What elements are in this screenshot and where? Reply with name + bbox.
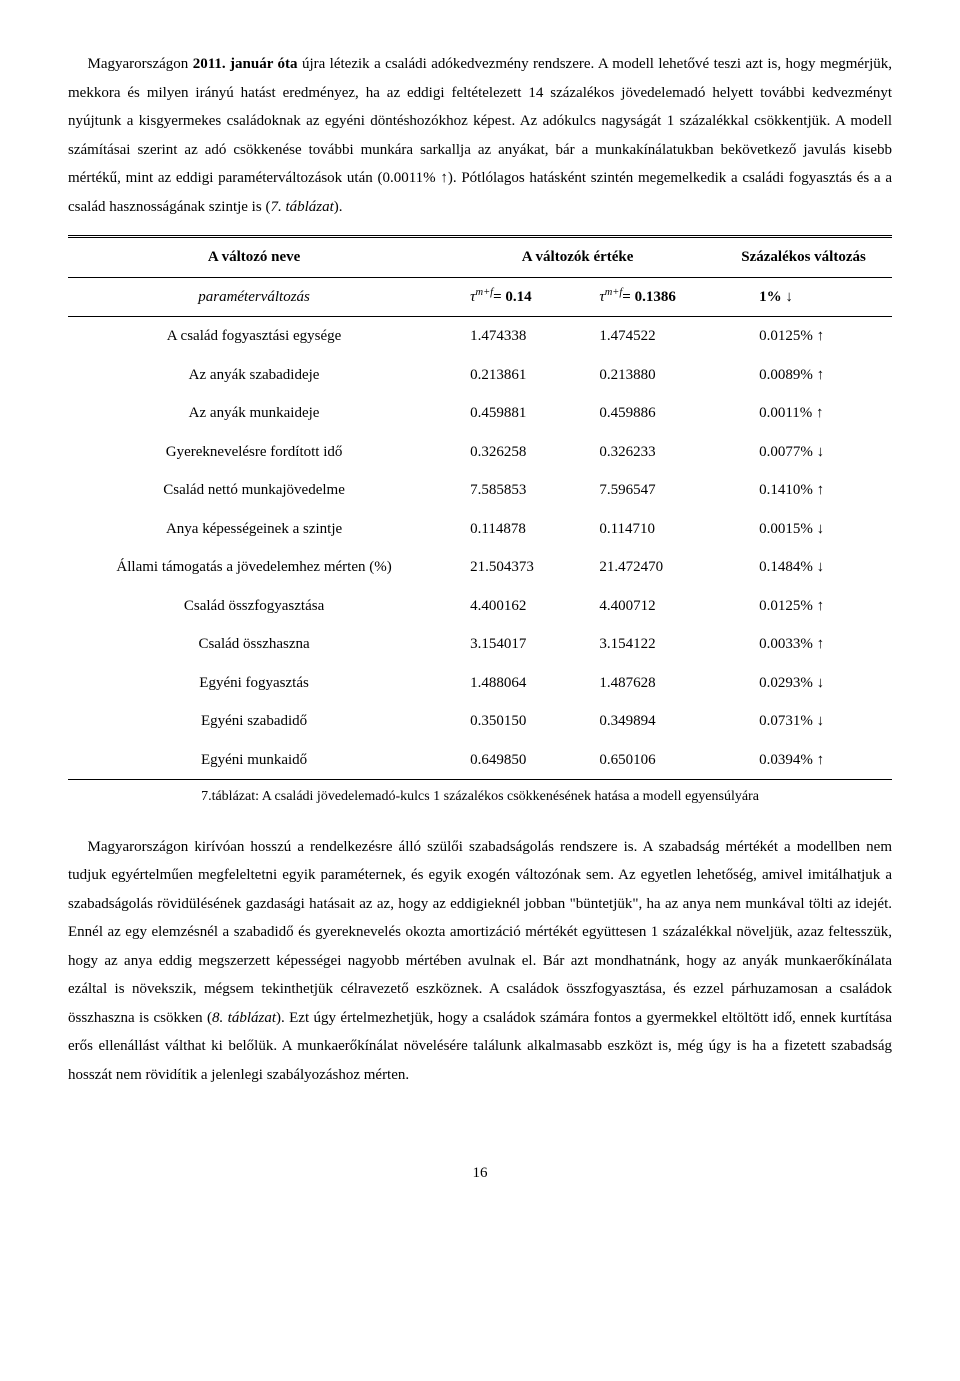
- table-row: Egyéni szabadidő0.3501500.3498940.0731% …: [68, 702, 892, 741]
- row-pct: 0.0089% ↑: [715, 356, 892, 395]
- header-pct: Százalékos változás: [715, 237, 892, 278]
- paragraph-1: Magyarországon 2011. január óta újra lét…: [68, 50, 892, 221]
- tau-sup-b: m+f: [605, 287, 623, 298]
- row-name: A család fogyasztási egysége: [68, 317, 440, 356]
- row-pct: 0.0731% ↓: [715, 702, 892, 741]
- row-pct: 0.1484% ↓: [715, 548, 892, 587]
- row-name: Család összhaszna: [68, 625, 440, 664]
- row-value-1: 1.474338: [440, 317, 569, 356]
- page-number: 16: [68, 1159, 892, 1188]
- row-pct: 0.0125% ↑: [715, 587, 892, 626]
- table-row: Az anyák munkaideje0.4598810.4598860.001…: [68, 394, 892, 433]
- para2-a: Magyarországon kirívóan hosszú a rendelk…: [68, 839, 892, 1026]
- para1-bold: 2011. január óta: [193, 56, 298, 72]
- table-row: Az anyák szabadideje0.2138610.2138800.00…: [68, 356, 892, 395]
- row-value-2: 1.474522: [569, 317, 715, 356]
- row-value-2: 0.114710: [569, 510, 715, 549]
- row-value-2: 1.487628: [569, 664, 715, 703]
- param-row: paraméterváltozás τm+f= 0.14 τm+f= 0.138…: [68, 277, 892, 317]
- table-row: Anya képességeinek a szintje0.1148780.11…: [68, 510, 892, 549]
- header-name: A változó neve: [68, 237, 440, 278]
- tau-sup-a: m+f: [476, 287, 494, 298]
- row-value-2: 0.459886: [569, 394, 715, 433]
- row-value-1: 3.154017: [440, 625, 569, 664]
- table-row: Család nettó munkajövedelme7.5858537.596…: [68, 471, 892, 510]
- row-value-1: 0.213861: [440, 356, 569, 395]
- row-pct: 0.0077% ↓: [715, 433, 892, 472]
- row-name: Egyéni munkaidő: [68, 741, 440, 780]
- row-name: Család összfogyasztása: [68, 587, 440, 626]
- row-pct: 0.0033% ↑: [715, 625, 892, 664]
- row-name: Állami támogatás a jövedelemhez mérten (…: [68, 548, 440, 587]
- table-caption: 7.táblázat: A családi jövedelemadó-kulcs…: [68, 784, 892, 811]
- paragraph-2: Magyarországon kirívóan hosszú a rendelk…: [68, 833, 892, 1090]
- row-value-1: 0.350150: [440, 702, 569, 741]
- row-value-1: 0.326258: [440, 433, 569, 472]
- table-row: Egyéni fogyasztás1.4880641.4876280.0293%…: [68, 664, 892, 703]
- row-value-1: 4.400162: [440, 587, 569, 626]
- row-name: Gyereknevelésre fordított idő: [68, 433, 440, 472]
- row-value-2: 0.326233: [569, 433, 715, 472]
- table-row: A család fogyasztási egysége1.4743381.47…: [68, 317, 892, 356]
- row-name: Egyéni szabadidő: [68, 702, 440, 741]
- row-pct: 0.0015% ↓: [715, 510, 892, 549]
- row-value-2: 3.154122: [569, 625, 715, 664]
- row-name: Egyéni fogyasztás: [68, 664, 440, 703]
- row-name: Az anyák szabadideje: [68, 356, 440, 395]
- row-value-2: 0.349894: [569, 702, 715, 741]
- param-label: paraméterváltozás: [198, 289, 310, 305]
- row-name: Család nettó munkajövedelme: [68, 471, 440, 510]
- para1-lead: Magyarországon: [88, 56, 193, 72]
- table-header-row: A változó neve A változók értéke Százalé…: [68, 237, 892, 278]
- table-row: Család összhaszna3.1540173.1541220.0033%…: [68, 625, 892, 664]
- row-value-2: 7.596547: [569, 471, 715, 510]
- para1-mid: újra létezik a családi adókedvezmény ren…: [68, 56, 892, 215]
- para1-ital: 7. táblázat: [270, 199, 333, 215]
- results-table: A változó neve A változók értéke Százalé…: [68, 235, 892, 780]
- row-pct: 0.0293% ↓: [715, 664, 892, 703]
- para1-end: ).: [334, 199, 343, 215]
- tau-val-a: = 0.14: [493, 289, 532, 305]
- table-row: Család összfogyasztása4.4001624.4007120.…: [68, 587, 892, 626]
- header-values: A változók értéke: [440, 237, 715, 278]
- row-pct: 0.0125% ↑: [715, 317, 892, 356]
- row-value-1: 0.649850: [440, 741, 569, 780]
- row-pct: 0.1410% ↑: [715, 471, 892, 510]
- para2-ital: 8. táblázat: [212, 1010, 276, 1026]
- row-name: Az anyák munkaideje: [68, 394, 440, 433]
- row-value-1: 0.114878: [440, 510, 569, 549]
- row-pct: 0.0394% ↑: [715, 741, 892, 780]
- row-value-2: 0.213880: [569, 356, 715, 395]
- row-value-1: 1.488064: [440, 664, 569, 703]
- row-value-1: 0.459881: [440, 394, 569, 433]
- table-row: Állami támogatás a jövedelemhez mérten (…: [68, 548, 892, 587]
- row-value-2: 21.472470: [569, 548, 715, 587]
- row-value-1: 21.504373: [440, 548, 569, 587]
- table-row: Gyereknevelésre fordított idő0.3262580.3…: [68, 433, 892, 472]
- row-value-1: 7.585853: [440, 471, 569, 510]
- param-pct: 1% ↓: [759, 289, 793, 305]
- row-pct: 0.0011% ↑: [715, 394, 892, 433]
- row-value-2: 0.650106: [569, 741, 715, 780]
- table-row: Egyéni munkaidő0.6498500.6501060.0394% ↑: [68, 741, 892, 780]
- row-name: Anya képességeinek a szintje: [68, 510, 440, 549]
- tau-val-b: = 0.1386: [622, 289, 676, 305]
- row-value-2: 4.400712: [569, 587, 715, 626]
